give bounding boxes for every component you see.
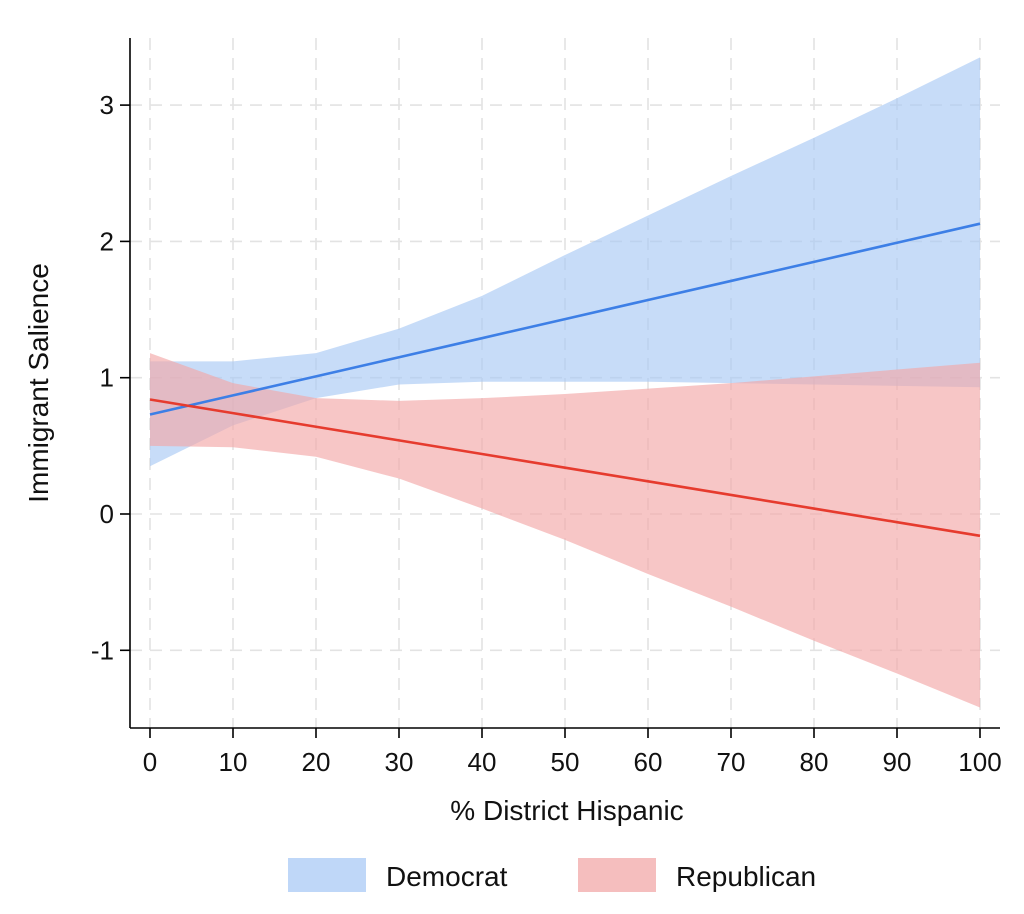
- confidence-band-republican: [150, 353, 980, 708]
- x-tick-label: 90: [883, 747, 912, 777]
- confidence-band-democrat: [150, 57, 980, 467]
- legend-item-democrat: Democrat: [288, 858, 508, 892]
- x-axis-title: % District Hispanic: [450, 795, 683, 826]
- y-axis-title: Immigrant Salience: [23, 263, 54, 503]
- x-tick-label: 10: [219, 747, 248, 777]
- x-tick-label: 70: [717, 747, 746, 777]
- series-lines: [149, 222, 981, 538]
- legend-swatch: [578, 858, 656, 892]
- legend-swatch: [288, 858, 366, 892]
- y-tick-label: 2: [100, 226, 114, 256]
- confidence-bands: [150, 57, 980, 708]
- legend: Democrat Republican: [288, 858, 816, 892]
- axes: 0 10 20 30 40 50 60 70 80 90 100 -1 0 1 2 3: [91, 38, 1002, 777]
- x-tick-label: 50: [551, 747, 580, 777]
- y-tick-label: -1: [91, 635, 114, 665]
- series-line-democrat: [149, 222, 981, 416]
- legend-label: Republican: [676, 861, 816, 892]
- y-tick-label: 0: [100, 499, 114, 529]
- legend-label: Democrat: [386, 861, 508, 892]
- x-tick-label: 20: [302, 747, 331, 777]
- x-tick-label: 40: [468, 747, 497, 777]
- y-tick-label: 1: [100, 363, 114, 393]
- legend-item-republican: Republican: [578, 858, 816, 892]
- x-tick-label: 30: [385, 747, 414, 777]
- x-tick-label: 80: [800, 747, 829, 777]
- x-tick-label: 0: [143, 747, 157, 777]
- x-tick-label: 100: [958, 747, 1001, 777]
- series-line-republican: [149, 398, 981, 538]
- y-tick-label: 3: [100, 90, 114, 120]
- x-tick-label: 60: [634, 747, 663, 777]
